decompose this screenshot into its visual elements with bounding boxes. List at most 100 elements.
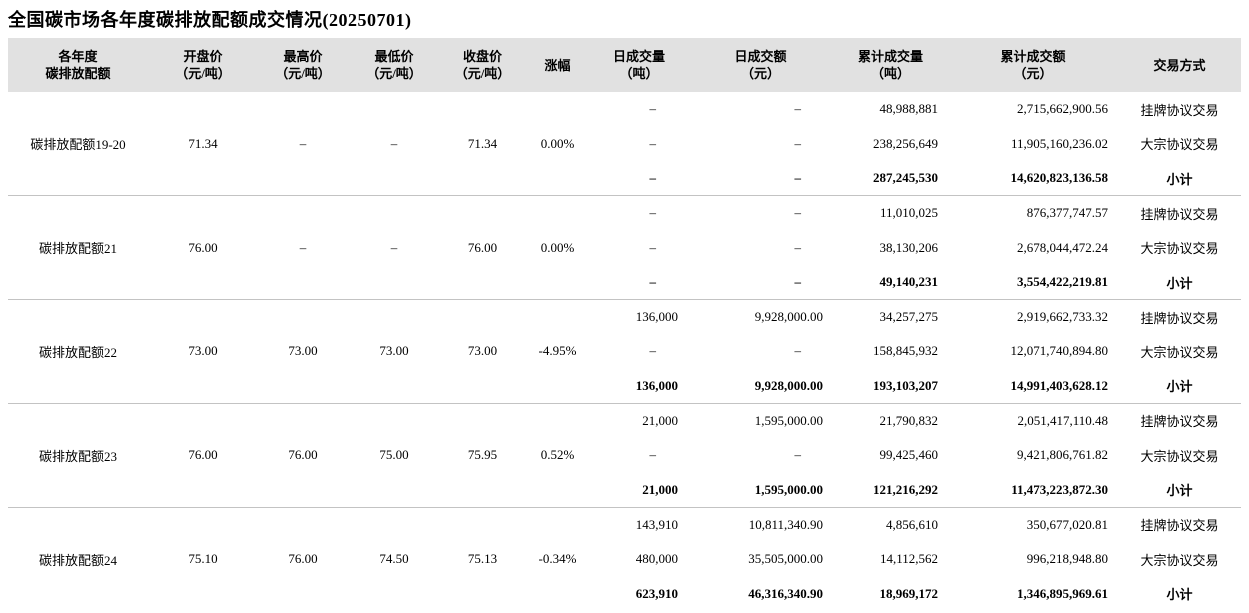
table-body: 碳排放配额19-20 71.34 – – 71.34 0.00% – – 48,… bbox=[8, 92, 1241, 611]
cumulative-volume-cell: 4,856,610 bbox=[833, 506, 948, 542]
cumulative-amount-cell: 2,678,044,472.24 bbox=[1017, 239, 1108, 255]
cumulative-amount-cell: 996,218,948.80 bbox=[1026, 551, 1108, 567]
col-header-text: 交易方式 bbox=[1153, 57, 1206, 73]
cumulative-amount-cell: 14,991,403,628.12 bbox=[1010, 377, 1109, 393]
daily-amount-cell: 46,316,340.90 bbox=[748, 585, 823, 601]
table-row-subtotal: – – 49,140,231 3,554,422,219.81 小计 bbox=[8, 265, 1241, 300]
low-price-cell: 74.50 bbox=[348, 506, 440, 611]
table-row-listed-trade: 碳排放配额21 76.00 – – 76.00 0.00% – – 11,010… bbox=[8, 195, 1241, 300]
cumulative-volume-cell: 121,216,292 bbox=[873, 481, 938, 497]
close-price-cell: 75.13 bbox=[440, 506, 525, 611]
col-header-text: 各年度 bbox=[58, 49, 98, 64]
allowance-year-label: 碳排放配额19-20 bbox=[30, 137, 126, 153]
table-header: 各年度 碳排放配额 开盘价 （元/吨） 最高价 （元/吨） 最低价 （元/吨） … bbox=[8, 38, 1241, 92]
cumulative-amount-cell: 9,421,806,761.82 bbox=[1017, 447, 1108, 463]
cumulative-amount-cell: 3,554,422,219.81 bbox=[1017, 274, 1108, 290]
table-row-subtotal: – – 287,245,530 14,620,823,136.58 小计 bbox=[8, 161, 1241, 196]
col-header-close-price: 收盘价 （元/吨） bbox=[440, 38, 525, 92]
cumulative-volume-cell: 14,112,562 bbox=[879, 551, 938, 567]
daily-amount-cell: 10,811,340.90 bbox=[688, 506, 833, 542]
cumulative-amount-cell: 11,905,160,236.02 bbox=[1010, 135, 1108, 151]
cumulative-volume-cell: 21,790,832 bbox=[833, 402, 948, 438]
trade-method-cell: 大宗协议交易 bbox=[1140, 448, 1219, 464]
trade-method-cell: 大宗协议交易 bbox=[1140, 241, 1219, 257]
trade-method-cell: 挂牌协议交易 bbox=[1118, 299, 1241, 335]
allowance-year-label: 碳排放配额24 bbox=[8, 506, 148, 611]
table-row-block-trade: 480,000 35,505,000.00 14,112,562 996,218… bbox=[8, 542, 1241, 577]
col-header-low-price: 最低价 （元/吨） bbox=[348, 38, 440, 92]
daily-volume-cell: 21,000 bbox=[590, 402, 688, 438]
trade-method-cell: 大宗协议交易 bbox=[1140, 552, 1219, 568]
col-header-text: 最低价 bbox=[374, 49, 414, 64]
cumulative-amount-cell: 1,346,895,969.61 bbox=[1017, 585, 1108, 601]
col-header-trade-method: 交易方式 bbox=[1118, 38, 1241, 92]
col-header-text: 日成交量 bbox=[612, 49, 665, 64]
allowance-year-label: 碳排放配额22 bbox=[8, 299, 148, 404]
daily-volume-cell: 623,910 bbox=[635, 585, 678, 601]
table-row-block-trade: – – 38,130,206 2,678,044,472.24 大宗协议交易 bbox=[8, 230, 1241, 265]
open-price-cell: 73.00 bbox=[148, 299, 258, 404]
col-header-unit: （元/吨） bbox=[275, 66, 331, 81]
table-header-row: 各年度 碳排放配额 开盘价 （元/吨） 最高价 （元/吨） 最低价 （元/吨） … bbox=[8, 38, 1241, 92]
col-header-text: 最高价 bbox=[283, 49, 323, 64]
table-row-subtotal: 136,000 9,928,000.00 193,103,207 14,991,… bbox=[8, 369, 1241, 404]
table-row-block-trade: – – 99,425,460 9,421,806,761.82 大宗协议交易 bbox=[8, 438, 1241, 473]
col-header-unit: （吨） bbox=[619, 66, 659, 81]
change-pct-cell: -4.95% bbox=[525, 299, 590, 404]
daily-volume-cell: – bbox=[649, 239, 657, 255]
daily-volume-cell: – bbox=[649, 135, 657, 151]
daily-amount-cell: – bbox=[794, 447, 802, 463]
close-price-cell: 71.34 bbox=[467, 135, 498, 151]
col-header-text: 涨幅 bbox=[544, 57, 571, 73]
cumulative-volume-cell: 49,140,231 bbox=[879, 274, 939, 290]
table-row-block-trade: – – 158,845,932 12,071,740,894.80 大宗协议交易 bbox=[8, 334, 1241, 369]
daily-volume-cell: – bbox=[649, 447, 657, 463]
col-header-text: 日成交额 bbox=[734, 49, 787, 64]
col-header-cumulative-amount: 累计成交额 （元） bbox=[948, 38, 1118, 92]
high-price-cell: 73.00 bbox=[258, 299, 348, 404]
col-header-open-price: 开盘价 （元/吨） bbox=[148, 38, 258, 92]
table-row-listed-trade: 碳排放配额19-20 71.34 – – 71.34 0.00% – – 48,… bbox=[8, 92, 1241, 152]
col-header-text: 累计成交额 bbox=[1000, 49, 1066, 64]
table-row-subtotal: 623,910 46,316,340.90 18,969,172 1,346,8… bbox=[8, 576, 1241, 611]
close-price-cell: 73.00 bbox=[440, 299, 525, 404]
page-title: 全国碳市场各年度碳排放配额成交情况(20250701) bbox=[8, 10, 412, 30]
table-row-block-trade: – – 238,256,649 11,905,160,236.02 大宗协议交易 bbox=[8, 127, 1241, 162]
daily-amount-cell: 9,928,000.00 bbox=[754, 377, 823, 393]
daily-amount-cell: – bbox=[794, 239, 802, 255]
trade-method-cell: 挂牌协议交易 bbox=[1118, 402, 1241, 438]
daily-amount-cell: – bbox=[794, 170, 802, 186]
daily-amount-cell: 9,928,000.00 bbox=[688, 299, 833, 335]
daily-volume-cell: – bbox=[649, 343, 657, 359]
col-header-unit: （元/吨） bbox=[454, 66, 511, 81]
low-price-cell: 73.00 bbox=[348, 299, 440, 404]
daily-amount-cell: 1,595,000.00 bbox=[754, 481, 823, 497]
col-header-daily-volume: 日成交量 （吨） bbox=[590, 38, 688, 92]
high-price-cell: – bbox=[299, 135, 307, 151]
daily-amount-cell: – bbox=[794, 343, 802, 359]
trade-method-cell: 小计 bbox=[1166, 171, 1193, 187]
daily-amount-cell: – bbox=[794, 101, 802, 117]
cumulative-amount-cell: 12,071,740,894.80 bbox=[1010, 343, 1109, 359]
col-header-unit: （吨） bbox=[870, 66, 910, 81]
cumulative-volume-cell: 99,425,460 bbox=[879, 447, 939, 463]
table-row-listed-trade: 碳排放配额23 76.00 76.00 75.00 75.95 0.52% 21… bbox=[8, 402, 1241, 508]
daily-amount-cell: – bbox=[794, 135, 802, 151]
col-header-text: 累计成交量 bbox=[857, 49, 923, 64]
cumulative-amount-cell: 876,377,747.57 bbox=[948, 195, 1118, 231]
daily-volume-cell: – bbox=[649, 101, 657, 117]
cumulative-volume-cell: 11,010,025 bbox=[833, 195, 948, 231]
col-header-daily-amount: 日成交额 （元） bbox=[688, 38, 833, 92]
cumulative-volume-cell: 287,245,530 bbox=[873, 170, 938, 186]
cumulative-volume-cell: 238,256,649 bbox=[873, 135, 938, 151]
trade-method-cell: 挂牌协议交易 bbox=[1140, 102, 1219, 118]
change-pct-cell: 0.52% bbox=[525, 402, 590, 508]
daily-volume-cell: 136,000 bbox=[635, 377, 678, 393]
daily-amount-cell: 1,595,000.00 bbox=[688, 402, 833, 438]
col-header-change: 涨幅 bbox=[525, 38, 590, 92]
cumulative-volume-cell: 34,257,275 bbox=[833, 299, 948, 335]
cumulative-amount-cell: 2,919,662,733.32 bbox=[948, 299, 1118, 335]
daily-amount-cell: 35,505,000.00 bbox=[748, 551, 823, 567]
cumulative-amount-cell: 2,715,662,900.56 bbox=[1017, 101, 1108, 117]
open-price-cell: 75.10 bbox=[148, 506, 258, 611]
